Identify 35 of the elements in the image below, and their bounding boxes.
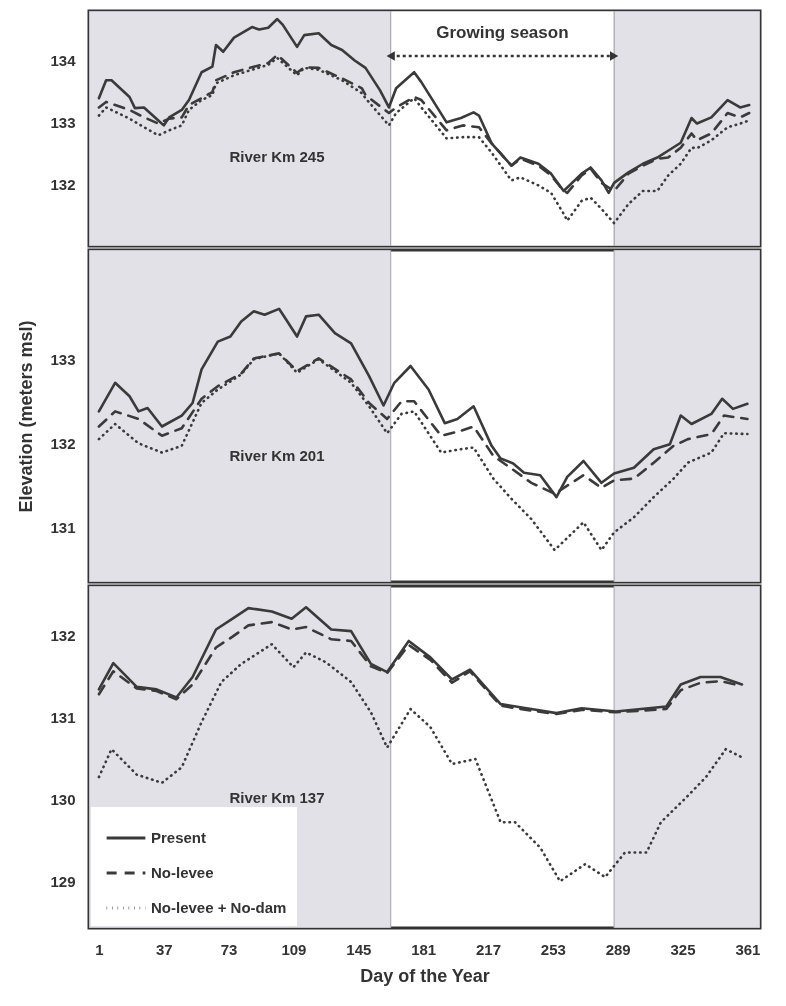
y-tick-label: 131	[50, 518, 76, 536]
line-series	[97, 17, 751, 195]
y-tick-label: 132	[50, 626, 76, 644]
x-axis-title: Day of the Year	[360, 965, 490, 986]
y-tick-label: 133	[50, 350, 76, 368]
x-tick-label: 217	[475, 940, 502, 958]
x-tick-label: 37	[155, 940, 173, 958]
x-tick-label: 253	[540, 940, 566, 958]
x-tick-label: 181	[411, 940, 437, 958]
y-tick-label: 134	[50, 51, 77, 69]
legend-label: Present	[151, 829, 207, 846]
y-tick-label: 133	[50, 113, 76, 131]
annotation: River Km 137	[229, 789, 325, 807]
y-axis-title: Elevation (meters msl)	[16, 320, 37, 513]
x-tick-label: 109	[281, 940, 307, 958]
x-tick-label: 73	[220, 940, 238, 958]
line-series	[97, 352, 749, 552]
y-tick-label: 130	[50, 790, 76, 808]
x-tick-label: 289	[605, 940, 631, 958]
y-tick-label: 132	[50, 175, 76, 193]
y-tick-label: 129	[50, 872, 76, 890]
line-series	[97, 56, 751, 225]
annotation: River Km 245	[229, 147, 325, 165]
band-label: Growing season	[436, 23, 569, 42]
legend-label: No-levee	[151, 864, 214, 881]
x-tick-label: 145	[346, 940, 372, 958]
annotation: River Km 201	[229, 446, 325, 464]
x-tick-label: 361	[735, 940, 761, 958]
y-tick-label: 131	[50, 708, 76, 726]
x-tick-label: 325	[670, 940, 696, 958]
legend-label: No-levee + No-dam	[151, 899, 287, 916]
line-series	[97, 642, 744, 883]
x-tick-label: 1	[95, 940, 104, 958]
y-tick-label: 132	[50, 434, 76, 452]
line-series	[97, 307, 749, 499]
